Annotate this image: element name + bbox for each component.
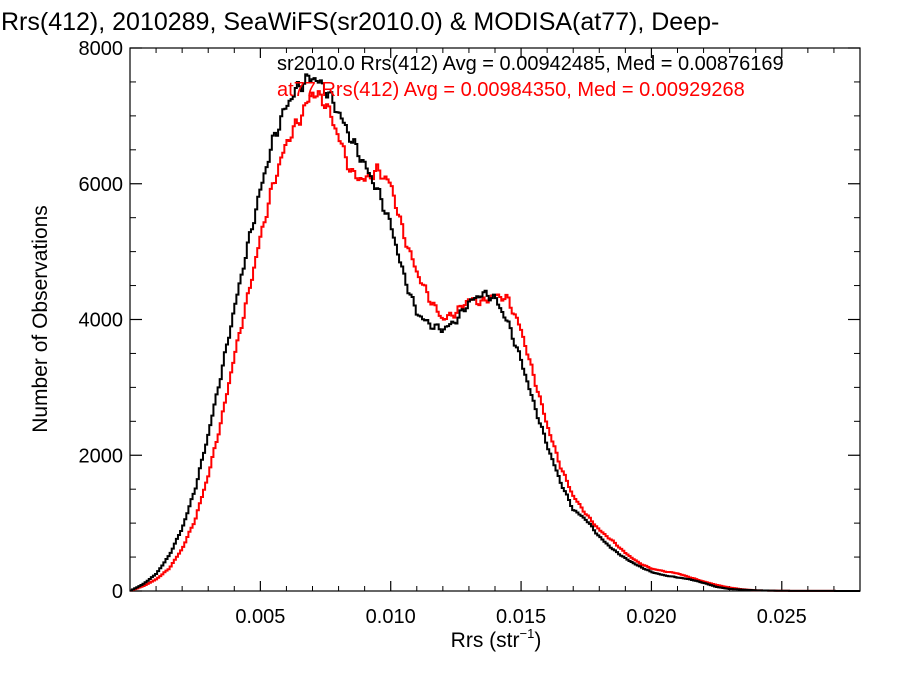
- x-axis-label-main: Rrs (str: [451, 629, 520, 652]
- x-tick-label: 0.010: [366, 606, 416, 628]
- y-tick-label: 6000: [79, 174, 124, 196]
- x-tick-label: 0.025: [757, 606, 807, 628]
- series-line-1: [130, 90, 860, 592]
- axis-ticks: 0.005 0.010 0.015 0.020 0.025 0 2000 4000 6000 80…: [79, 38, 860, 628]
- x-tick-label: 0.005: [235, 606, 285, 628]
- x-axis-label-close: ): [534, 629, 541, 652]
- y-tick-label: 8000: [79, 38, 124, 60]
- y-axis-label: Number of Observations: [29, 205, 52, 433]
- series-line-0: [130, 73, 860, 592]
- x-tick-label: 0.015: [496, 606, 546, 628]
- x-axis-label: Rrs (str−1): [451, 626, 542, 652]
- series-layer: [130, 73, 860, 592]
- plot-frame: [129, 47, 861, 592]
- legend-entry-at77: at77 Rrs(412) Avg = 0.00984350, Med = 0.…: [277, 79, 745, 101]
- x-tick-label: 0.020: [626, 606, 676, 628]
- legend-entry-sr2010: sr2010.0 Rrs(412) Avg = 0.00942485, Med …: [277, 53, 784, 75]
- y-tick-label: 4000: [79, 310, 124, 332]
- y-tick-label: 2000: [79, 445, 124, 467]
- y-tick-label: 0: [112, 581, 123, 603]
- chart-title: Rrs(412), 2010289, SeaWiFS(sr2010.0) & M…: [1, 8, 719, 36]
- x-axis-label-exponent: −1: [520, 626, 535, 641]
